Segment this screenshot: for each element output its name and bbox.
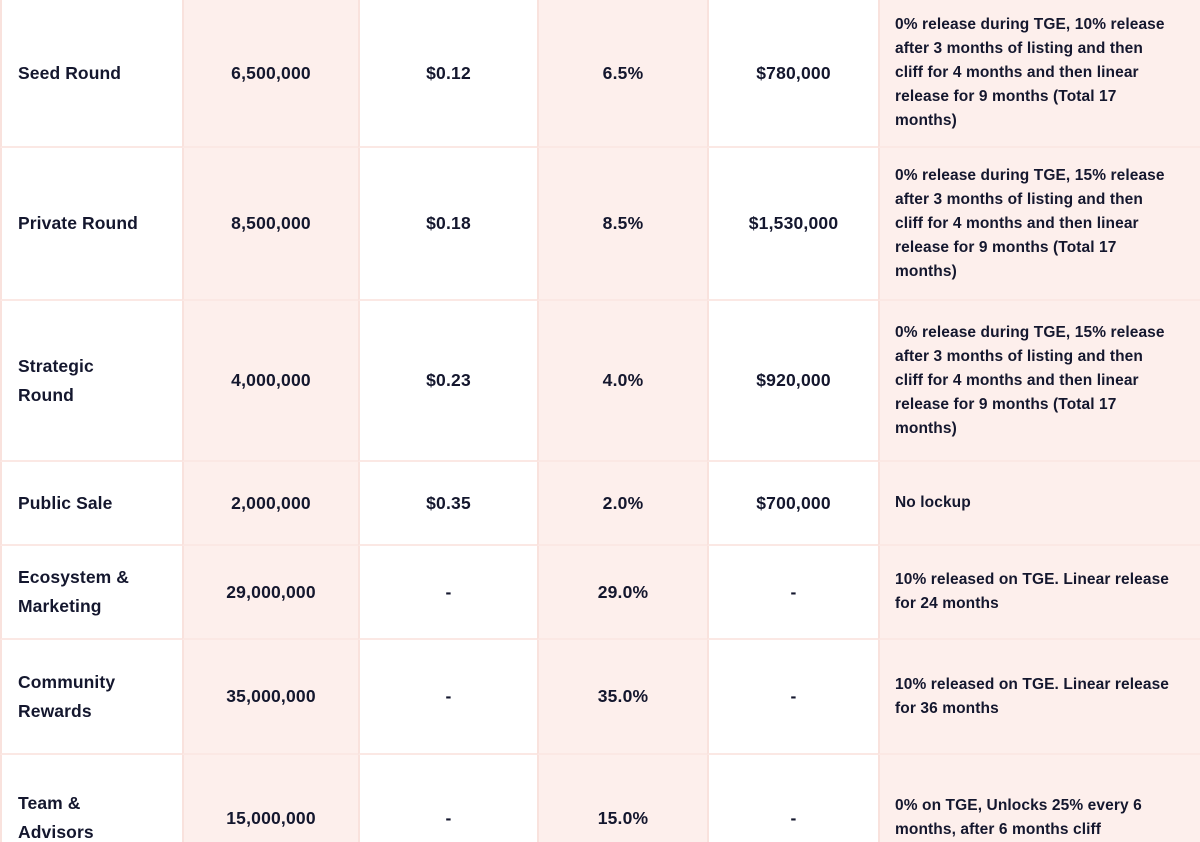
- raised-amount-cell: -: [707, 546, 878, 640]
- token-amount-cell: 29,000,000: [182, 546, 358, 640]
- allocation-percent-value: 4.0%: [602, 370, 644, 390]
- allocation-percent-value: 6.5%: [602, 62, 644, 83]
- token-amount-cell: 35,000,000: [182, 640, 358, 755]
- token-price-cell: $0.18: [358, 148, 537, 301]
- vesting-schedule-text: 10% released on TGE. Linear release for …: [895, 675, 1170, 717]
- token-amount-cell: 6,500,000: [182, 0, 358, 148]
- vesting-schedule-text: 10% released on TGE. Linear release for …: [895, 571, 1170, 612]
- token-price-value: $0.23: [426, 370, 471, 390]
- raised-amount-value: $1,530,000: [748, 213, 839, 233]
- table-row: Team & Advisors 15,000,000 - 15.0% - 0% …: [0, 755, 1200, 842]
- round-name-cell: Public Sale: [0, 462, 182, 546]
- allocation-percent-cell: 35.0%: [537, 640, 707, 755]
- allocation-percent-cell: 6.5%: [537, 0, 707, 148]
- token-price-value: -: [445, 807, 452, 828]
- raised-amount-value: $780,000: [756, 62, 831, 83]
- vesting-schedule-text: 0% release during TGE, 15% release after…: [895, 323, 1165, 437]
- round-name-label: Team & Advisors: [18, 793, 94, 842]
- table-row: Seed Round 6,500,000 $0.12 6.5% $780,000…: [0, 0, 1200, 148]
- token-amount-cell: 2,000,000: [182, 462, 358, 546]
- raised-amount-value: -: [790, 807, 797, 828]
- token-amount-value: 8,500,000: [231, 213, 311, 233]
- vesting-schedule-cell: 0% release during TGE, 15% release after…: [878, 148, 1200, 301]
- vesting-schedule-text: No lockup: [895, 494, 971, 511]
- token-price-value: -: [445, 686, 452, 706]
- round-name-cell: Seed Round: [0, 0, 182, 148]
- allocation-percent-value: 29.0%: [597, 581, 649, 602]
- table-row: Public Sale 2,000,000 $0.35 2.0% $700,00…: [0, 462, 1200, 546]
- allocation-percent-cell: 4.0%: [537, 301, 707, 462]
- raised-amount-value: -: [790, 581, 797, 602]
- token-price-cell: -: [358, 546, 537, 640]
- token-price-value: $0.18: [426, 213, 471, 233]
- allocation-percent-value: 8.5%: [602, 213, 644, 233]
- vesting-schedule-cell: 10% released on TGE. Linear release for …: [878, 546, 1200, 640]
- allocation-percent-cell: 29.0%: [537, 546, 707, 640]
- token-price-value: $0.12: [426, 62, 471, 83]
- raised-amount-cell: $920,000: [707, 301, 878, 462]
- round-name-cell: Community Rewards: [0, 640, 182, 755]
- round-name-cell: Private Round: [0, 148, 182, 301]
- raised-amount-cell: -: [707, 640, 878, 755]
- token-amount-value: 4,000,000: [231, 370, 311, 390]
- round-name-label: Community Rewards: [18, 671, 116, 721]
- raised-amount-cell: -: [707, 755, 878, 842]
- raised-amount-cell: $1,530,000: [707, 148, 878, 301]
- token-price-cell: $0.12: [358, 0, 537, 148]
- token-amount-cell: 15,000,000: [182, 755, 358, 842]
- token-amount-value: 15,000,000: [226, 807, 316, 828]
- vesting-schedule-cell: 10% released on TGE. Linear release for …: [878, 640, 1200, 755]
- table-row: Community Rewards 35,000,000 - 35.0% - 1…: [0, 640, 1200, 755]
- round-name-label: Ecosystem & Marketing: [18, 567, 130, 616]
- allocation-percent-cell: 15.0%: [537, 755, 707, 842]
- round-name-cell: Strategic Round: [0, 301, 182, 462]
- raised-amount-value: -: [790, 686, 797, 706]
- allocation-percent-cell: 2.0%: [537, 462, 707, 546]
- vesting-schedule-text: 0% release during TGE, 10% release after…: [895, 16, 1165, 129]
- token-amount-value: 6,500,000: [231, 62, 311, 83]
- raised-amount-cell: $700,000: [707, 462, 878, 546]
- vesting-schedule-text: 0% release during TGE, 15% release after…: [895, 166, 1165, 280]
- token-amount-cell: 8,500,000: [182, 148, 358, 301]
- raised-amount-value: $700,000: [756, 492, 831, 513]
- token-amount-cell: 4,000,000: [182, 301, 358, 462]
- round-name-label: Seed Round: [18, 62, 122, 83]
- round-name-cell: Ecosystem & Marketing: [0, 546, 182, 640]
- token-price-value: -: [445, 581, 452, 602]
- raised-amount-value: $920,000: [756, 370, 831, 390]
- round-name-label: Strategic Round: [18, 355, 94, 405]
- allocation-percent-value: 35.0%: [597, 686, 649, 706]
- vesting-schedule-cell: 0% on TGE, Unlocks 25% every 6 months, a…: [878, 755, 1200, 842]
- vesting-schedule-cell: 0% release during TGE, 10% release after…: [878, 0, 1200, 148]
- raised-amount-cell: $780,000: [707, 0, 878, 148]
- table-row: Private Round 8,500,000 $0.18 8.5% $1,53…: [0, 148, 1200, 301]
- table-row: Strategic Round 4,000,000 $0.23 4.0% $92…: [0, 301, 1200, 462]
- table-row: Ecosystem & Marketing 29,000,000 - 29.0%…: [0, 546, 1200, 640]
- round-name-label: Public Sale: [18, 492, 113, 513]
- vesting-schedule-cell: 0% release during TGE, 15% release after…: [878, 301, 1200, 462]
- token-price-cell: $0.35: [358, 462, 537, 546]
- token-price-cell: -: [358, 640, 537, 755]
- allocation-percent-value: 2.0%: [602, 492, 644, 513]
- token-amount-value: 2,000,000: [231, 492, 311, 513]
- token-amount-value: 29,000,000: [226, 581, 316, 602]
- token-price-cell: -: [358, 755, 537, 842]
- token-price-cell: $0.23: [358, 301, 537, 462]
- round-name-label: Private Round: [18, 213, 138, 233]
- round-name-cell: Team & Advisors: [0, 755, 182, 842]
- allocation-percent-cell: 8.5%: [537, 148, 707, 301]
- vesting-schedule-text: 0% on TGE, Unlocks 25% every 6 months, a…: [895, 797, 1142, 838]
- token-amount-value: 35,000,000: [226, 686, 316, 706]
- vesting-schedule-cell: No lockup: [878, 462, 1200, 546]
- token-price-value: $0.35: [426, 492, 471, 513]
- allocation-percent-value: 15.0%: [597, 807, 649, 828]
